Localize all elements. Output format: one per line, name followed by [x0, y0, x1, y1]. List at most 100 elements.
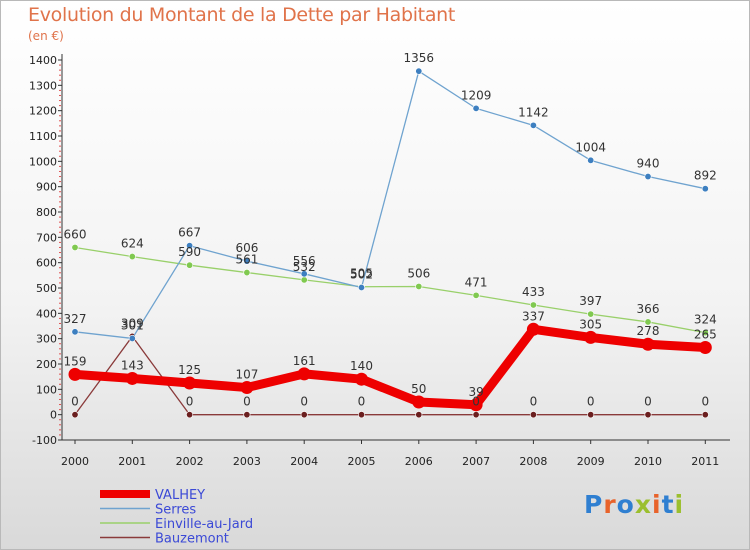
data-label: 624 — [121, 237, 144, 251]
data-point — [529, 411, 537, 419]
data-point — [701, 185, 709, 193]
y-tick-label: 100 — [36, 383, 57, 396]
data-label: 125 — [178, 363, 201, 377]
y-tick-label: 1300 — [29, 79, 57, 92]
x-tick-label: 2004 — [290, 455, 318, 468]
y-tick-label: 900 — [36, 181, 57, 194]
data-label: 337 — [522, 309, 545, 323]
x-tick-label: 2008 — [519, 455, 547, 468]
y-tick-label: 400 — [36, 307, 57, 320]
x-tick-label: 2007 — [462, 455, 490, 468]
data-label: 324 — [694, 313, 717, 327]
data-label: 305 — [579, 317, 602, 331]
data-point — [186, 411, 194, 419]
x-tick-label: 2001 — [118, 455, 146, 468]
data-point — [698, 341, 712, 355]
data-point — [415, 411, 423, 419]
data-label: 561 — [235, 253, 258, 267]
data-label: 0 — [530, 395, 538, 409]
data-label: 143 — [121, 358, 144, 372]
data-point — [355, 372, 368, 386]
y-tick-label: 1100 — [29, 130, 57, 143]
data-point — [68, 367, 82, 381]
data-label: 0 — [243, 395, 251, 409]
data-label: 301 — [121, 318, 144, 332]
data-point — [701, 329, 709, 337]
data-point — [243, 269, 251, 277]
data-point — [472, 104, 480, 112]
data-label: 1142 — [518, 105, 549, 119]
data-label: 159 — [64, 354, 87, 368]
y-tick-label: 0 — [50, 409, 57, 422]
data-label: 0 — [644, 395, 652, 409]
data-point — [584, 330, 598, 344]
data-label: 471 — [465, 275, 488, 289]
y-tick-label: 1000 — [29, 155, 57, 168]
data-label: 590 — [178, 245, 201, 259]
data-point — [587, 156, 595, 164]
data-label: 397 — [579, 294, 602, 308]
data-point — [71, 328, 79, 336]
x-tick-label: 2011 — [691, 455, 719, 468]
data-point — [243, 257, 251, 265]
data-point — [186, 242, 194, 250]
series-line-valhey — [70, 324, 710, 410]
chart-title: Evolution du Montant de la Dette par Hab… — [28, 4, 456, 26]
series-line-einville-au-jard — [74, 246, 706, 334]
x-tick-label: 2002 — [176, 455, 204, 468]
data-point — [357, 411, 365, 419]
data-label: 107 — [235, 368, 258, 382]
data-label: 140 — [350, 359, 373, 373]
data-label: 940 — [637, 157, 660, 171]
y-tick-label: 200 — [36, 358, 57, 371]
data-point — [472, 291, 480, 299]
data-point — [587, 411, 595, 419]
data-label: 667 — [178, 226, 201, 240]
x-tick-label: 2006 — [405, 455, 433, 468]
data-label: 265 — [694, 328, 717, 342]
data-point — [644, 411, 652, 419]
logo-letter: x — [634, 490, 652, 519]
data-point — [300, 276, 308, 284]
data-label: 433 — [522, 285, 545, 299]
proxiti-logo: Proxiti — [584, 490, 684, 519]
data-label: 0 — [186, 395, 194, 409]
data-label: 39 — [468, 385, 483, 399]
data-label: 0 — [472, 395, 480, 409]
data-label: 50 — [411, 382, 426, 396]
data-point — [186, 261, 194, 269]
x-tick-label: 2010 — [634, 455, 662, 468]
data-point — [641, 337, 655, 351]
data-label: 606 — [235, 241, 258, 255]
data-point — [300, 270, 308, 278]
data-point — [701, 411, 709, 419]
data-point — [644, 173, 652, 181]
data-point — [644, 318, 652, 326]
data-label: 505 — [350, 267, 373, 281]
x-tick-label: 2009 — [577, 455, 605, 468]
data-label: 506 — [407, 266, 430, 280]
data-label: 532 — [293, 260, 316, 274]
data-point — [469, 398, 483, 412]
y-tick-label: 300 — [36, 333, 57, 346]
logo-letter: r — [603, 490, 617, 519]
data-point — [415, 67, 423, 75]
series-line-bauzemont — [74, 335, 706, 416]
data-label: 0 — [358, 395, 366, 409]
data-point — [183, 376, 197, 390]
data-label: 0 — [71, 395, 79, 409]
data-label: 1209 — [461, 88, 492, 102]
y-tick-label: 800 — [36, 206, 57, 219]
legend-label: Einville-au-Jard — [155, 517, 253, 532]
data-point — [415, 282, 423, 290]
data-point — [529, 301, 537, 309]
data-point — [128, 253, 136, 261]
legend-label: VALHEY — [155, 488, 205, 503]
data-point — [125, 371, 139, 385]
y-tick-label: 1400 — [29, 54, 57, 67]
data-point — [529, 121, 537, 129]
data-point — [297, 367, 311, 381]
legend-label: Bauzemont — [155, 532, 229, 547]
data-point — [412, 395, 426, 409]
y-tick-label: 500 — [36, 282, 57, 295]
